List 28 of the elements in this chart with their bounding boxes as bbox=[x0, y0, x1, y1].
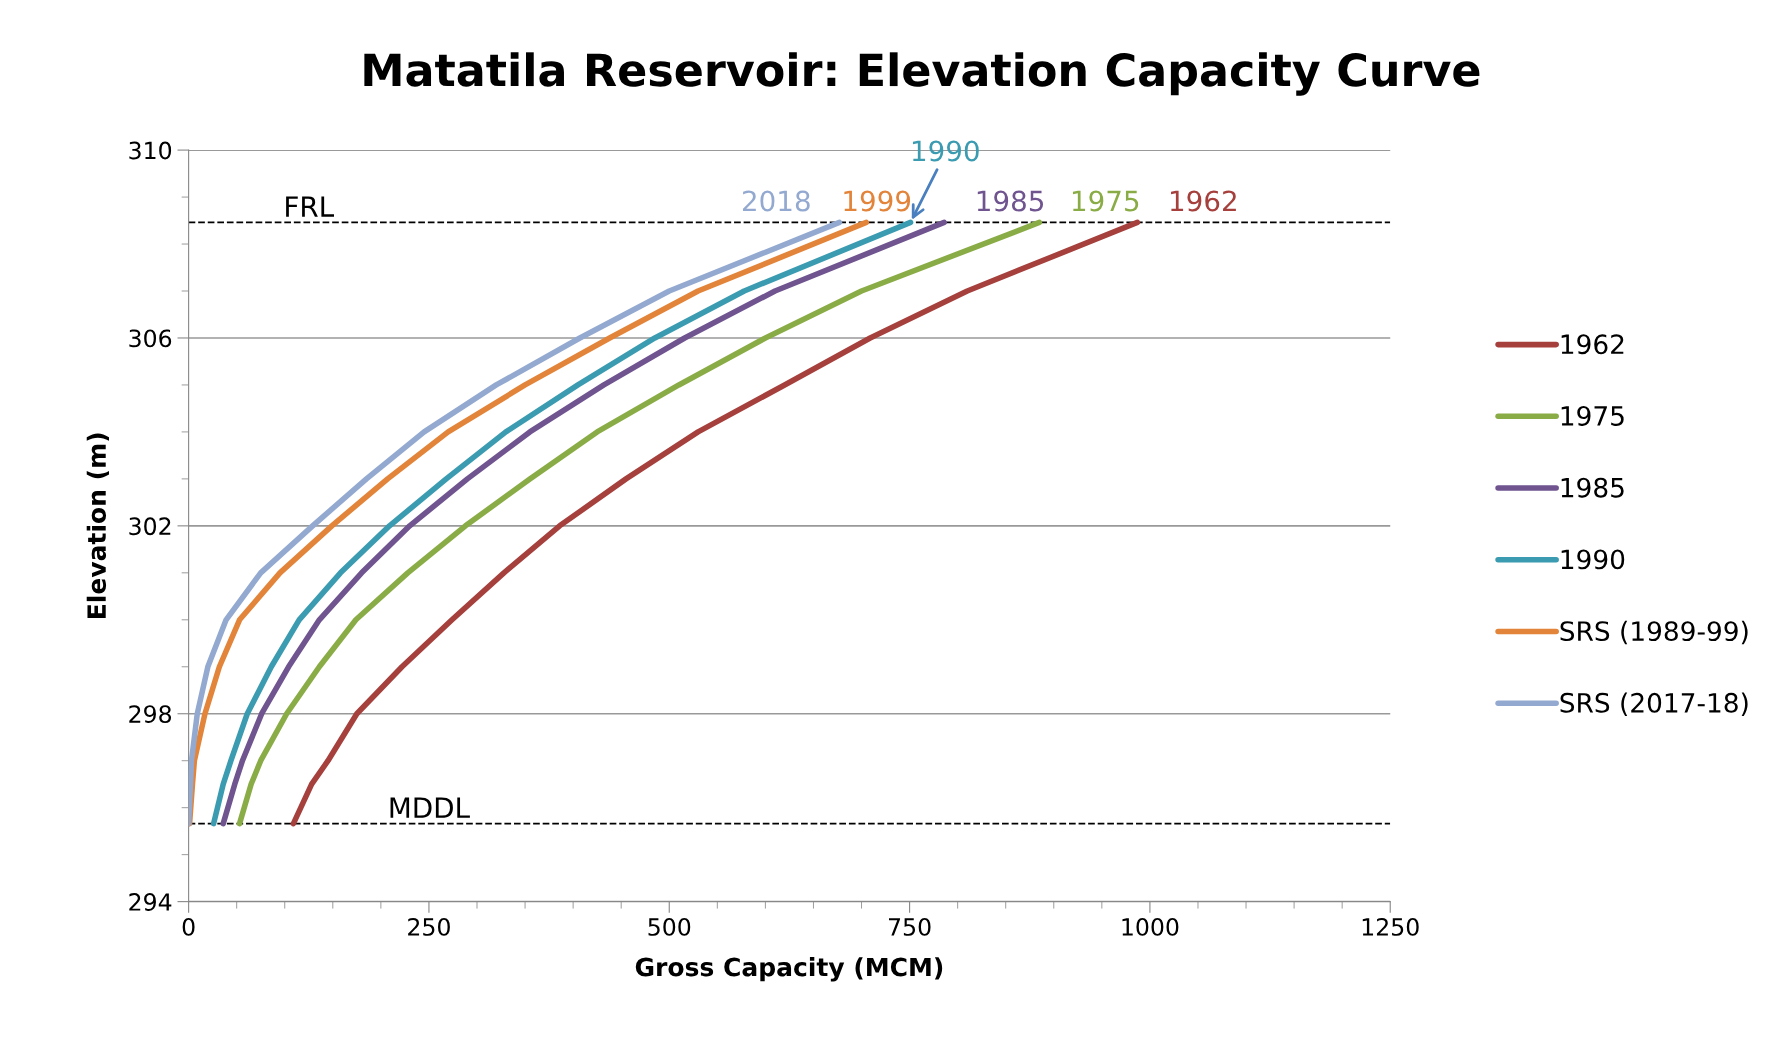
annotation: 1999 bbox=[844, 190, 911, 212]
chart-title: Matatila Reservoir: Elevation Capacity Curve bbox=[364, 52, 1480, 96]
y-tick-label: 310 bbox=[129, 141, 172, 160]
legend-label: SRS (2017-18) bbox=[1560, 692, 1748, 716]
x-tick-label: 500 bbox=[648, 918, 691, 936]
ref-line-label: FRL bbox=[286, 196, 334, 217]
ref-line-label: MDDL bbox=[390, 797, 470, 818]
annotation: 1962 bbox=[1171, 190, 1236, 212]
x-tick-label: 750 bbox=[888, 918, 931, 936]
legend-label: 1985 bbox=[1561, 477, 1624, 498]
annotation: 1975 bbox=[1072, 190, 1139, 212]
legend-label: 1990 bbox=[1561, 549, 1625, 570]
y-tick-label: 294 bbox=[129, 893, 172, 911]
legend-label: 1962 bbox=[1561, 334, 1624, 355]
x-tick-label: 0 bbox=[182, 918, 195, 936]
annotation: 2018 bbox=[742, 190, 810, 212]
y-axis-title: Elevation (m) bbox=[86, 433, 109, 618]
y-tick-label: 302 bbox=[129, 517, 171, 536]
legend-label: SRS (1989-99) bbox=[1560, 620, 1748, 645]
x-tick-label: 1250 bbox=[1362, 918, 1419, 936]
y-tick-label: 306 bbox=[129, 329, 172, 348]
annotation: 1985 bbox=[977, 190, 1044, 212]
x-tick-label: 1000 bbox=[1122, 918, 1179, 936]
x-tick-label: 250 bbox=[408, 918, 450, 936]
legend-label: 1975 bbox=[1561, 405, 1624, 426]
x-axis-title: Gross Capacity (MCM) bbox=[635, 957, 943, 982]
y-tick-label: 298 bbox=[129, 705, 172, 724]
annotation: 1990 bbox=[912, 140, 979, 162]
